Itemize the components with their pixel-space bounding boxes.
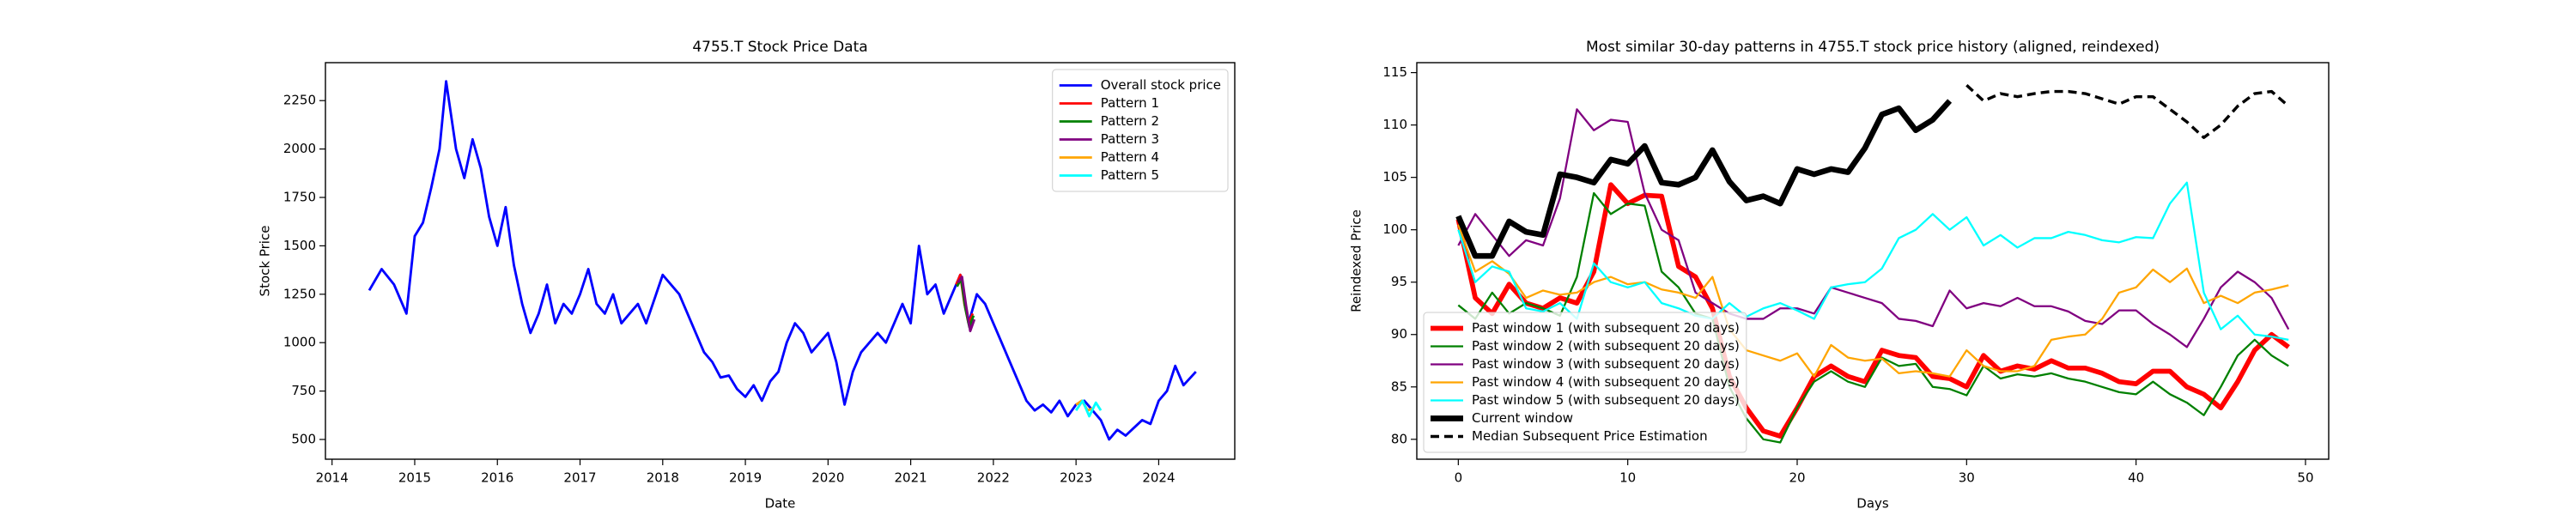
y-tick-label: 110	[1382, 117, 1407, 132]
y-tick-label: 2000	[283, 141, 316, 156]
y-tick-label: 1500	[283, 238, 316, 253]
y-tick-label: 105	[1382, 169, 1407, 185]
x-tick-label: 30	[1959, 470, 1975, 486]
series-line	[1074, 399, 1103, 418]
legend-label: Past window 1 (with subsequent 20 days)	[1472, 320, 1740, 336]
axes-frame	[1416, 62, 2330, 460]
legend: Past window 1 (with subsequent 20 days) P…	[1423, 312, 1747, 453]
y-tick-label: 500	[291, 431, 316, 446]
y-tick-label: 80	[1391, 431, 1407, 446]
x-tick-label: 2016	[481, 470, 513, 486]
legend-label: Median Subsequent Price Estimation	[1472, 428, 1708, 444]
x-tick-label: 2018	[647, 470, 679, 486]
series-line	[1455, 99, 1953, 259]
legend-label: Pattern 3	[1101, 131, 1159, 147]
legend-label: Past window 3 (with subsequent 20 days)	[1472, 356, 1740, 372]
legend-box	[1052, 69, 1229, 192]
series-line	[1965, 83, 2290, 139]
y-tick-label: 95	[1391, 274, 1407, 289]
chart-title: 4755.T Stock Price Data	[692, 39, 867, 56]
legend-label: Overall stock price	[1101, 77, 1221, 93]
series-line	[957, 276, 976, 333]
legend-box	[1423, 312, 1747, 453]
x-tick-label: 40	[2128, 470, 2144, 486]
y-tick-label: 85	[1391, 379, 1407, 394]
plot-area	[1455, 83, 2290, 444]
x-tick-label: 2024	[1142, 470, 1175, 486]
y-tick-label: 100	[1382, 221, 1407, 237]
y-tick-label: 115	[1382, 64, 1407, 80]
legend-label: Current window	[1472, 410, 1573, 426]
y-tick-label: 1750	[283, 190, 316, 205]
legend-label: Pattern 1	[1101, 95, 1159, 111]
x-tick-label: 20	[1789, 470, 1805, 486]
x-tick-label: 2019	[729, 470, 762, 486]
x-tick-label: 0	[1455, 470, 1463, 486]
legend-label: Past window 4 (with subsequent 20 days)	[1472, 374, 1740, 390]
x-axis-label: Days	[1856, 496, 1889, 512]
x-axis-label: Date	[765, 496, 796, 512]
axes: Most similar 30-day patterns in 4755.T s…	[1349, 39, 2330, 512]
legend-label: Past window 2 (with subsequent 20 days)	[1472, 338, 1740, 354]
x-tick-label: 2022	[977, 470, 1010, 486]
legend-label: Pattern 4	[1101, 149, 1159, 165]
legend-label: Pattern 2	[1101, 113, 1159, 129]
x-tick-label: 2015	[398, 470, 431, 486]
series-line	[1457, 108, 2290, 348]
y-tick-label: 2250	[283, 93, 316, 108]
y-tick-label: 1250	[283, 286, 316, 301]
x-tick-label: 2014	[316, 470, 349, 486]
x-tick-label: 2021	[895, 470, 927, 486]
series-line	[1457, 181, 2289, 341]
x-tick-label: 2020	[811, 470, 844, 486]
x-tick-label: 2017	[563, 470, 596, 486]
x-tick-label: 10	[1619, 470, 1636, 486]
plot-area	[368, 80, 1197, 441]
axes-frame	[325, 62, 1236, 460]
x-tick-label: 2023	[1060, 470, 1092, 486]
series-line	[1455, 182, 2290, 439]
chart-title: Most similar 30-day patterns in 4755.T s…	[1586, 39, 2160, 56]
legend-label: Past window 5 (with subsequent 20 days)	[1472, 392, 1740, 408]
legend-label: Pattern 5	[1101, 167, 1159, 183]
y-axis-label: Stock Price	[258, 226, 273, 297]
x-tick-label: 50	[2297, 470, 2313, 486]
series-line	[1457, 191, 2289, 444]
y-tick-label: 90	[1391, 326, 1407, 342]
y-tick-label: 750	[291, 383, 316, 398]
legend: Overall stock price Pattern 1 Pattern 2 Pat…	[1052, 69, 1229, 192]
series-line	[368, 80, 1197, 441]
axes: 4755.T Stock Price Data Date Stock Price 20…	[258, 39, 1236, 512]
series-line	[1457, 224, 2289, 378]
y-tick-label: 1000	[283, 335, 316, 350]
y-axis-label: Reindexed Price	[1349, 209, 1364, 312]
